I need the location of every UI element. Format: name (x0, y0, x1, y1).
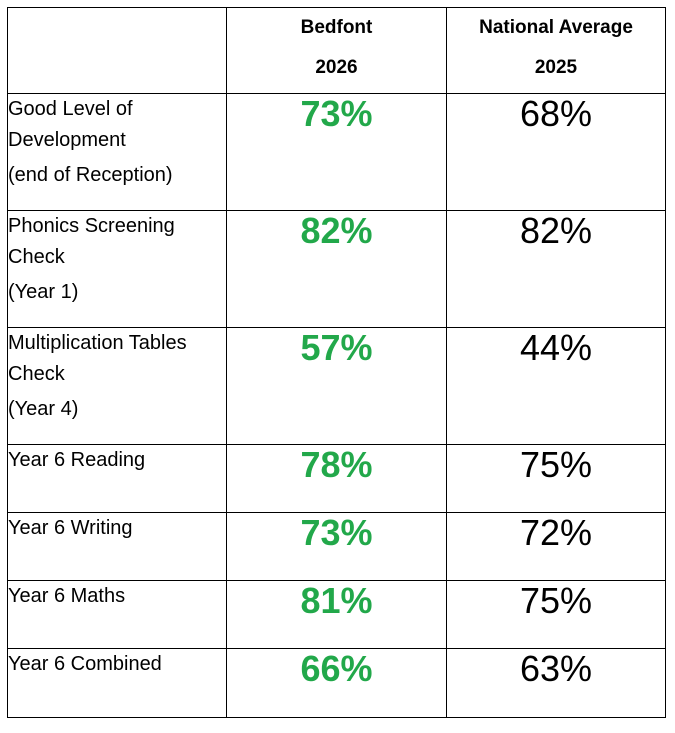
row-label: Multiplication Tables Check (8, 332, 187, 385)
table-row: Year 6 Writing 73% 72% (7, 512, 666, 581)
national-value: 75% (446, 580, 666, 649)
row-label: Year 6 Reading (8, 449, 146, 471)
row-label-cell: Phonics Screening Check (Year 1) (7, 210, 227, 328)
table-row: Good Level of Development (end of Recept… (7, 93, 666, 211)
row-sublabel: (end of Reception) (8, 164, 173, 186)
school-value: 57% (226, 327, 447, 445)
national-year: 2025 (534, 57, 578, 78)
row-label: Phonics Screening Check (8, 215, 175, 268)
national-value: 63% (446, 648, 666, 718)
row-sublabel: (Year 1) (8, 281, 79, 303)
row-sublabel: (Year 4) (8, 398, 79, 420)
school-year: 2026 (315, 57, 358, 78)
school-value: 81% (226, 580, 447, 649)
row-label-cell: Year 6 Maths (7, 580, 227, 649)
school-value: 82% (226, 210, 447, 328)
school-value: 73% (226, 93, 447, 211)
school-value: 66% (226, 648, 447, 718)
national-value: 44% (446, 327, 666, 445)
national-value: 82% (446, 210, 666, 328)
row-label-cell: Good Level of Development (end of Recept… (7, 93, 227, 211)
row-label-cell: Year 6 Reading (7, 444, 227, 513)
national-column-header: National Average 2025 (446, 7, 666, 94)
table-row: Multiplication Tables Check (Year 4) 57%… (7, 327, 666, 445)
national-value: 75% (446, 444, 666, 513)
national-value: 72% (446, 512, 666, 581)
national-name: National Average (479, 17, 633, 38)
row-label: Year 6 Combined (8, 653, 162, 675)
table-header-row: Bedfont 2026 National Average 2025 (7, 7, 666, 94)
national-value: 68% (446, 93, 666, 211)
row-label: Year 6 Maths (8, 585, 126, 607)
table-row: Year 6 Maths 81% 75% (7, 580, 666, 649)
table-row: Phonics Screening Check (Year 1) 82% 82% (7, 210, 666, 328)
row-label: Good Level of Development (8, 98, 133, 151)
row-label-cell: Year 6 Writing (7, 512, 227, 581)
row-label: Year 6 Writing (8, 517, 133, 539)
school-column-header: Bedfont 2026 (226, 7, 447, 94)
table-row: Year 6 Reading 78% 75% (7, 444, 666, 513)
table-row: Year 6 Combined 66% 63% (7, 648, 666, 718)
empty-header-cell (7, 7, 227, 94)
school-value: 73% (226, 512, 447, 581)
row-label-cell: Year 6 Combined (7, 648, 227, 718)
results-table: Bedfont 2026 National Average 2025 Good … (7, 7, 666, 718)
row-label-cell: Multiplication Tables Check (Year 4) (7, 327, 227, 445)
school-name: Bedfont (300, 17, 373, 38)
school-value: 78% (226, 444, 447, 513)
